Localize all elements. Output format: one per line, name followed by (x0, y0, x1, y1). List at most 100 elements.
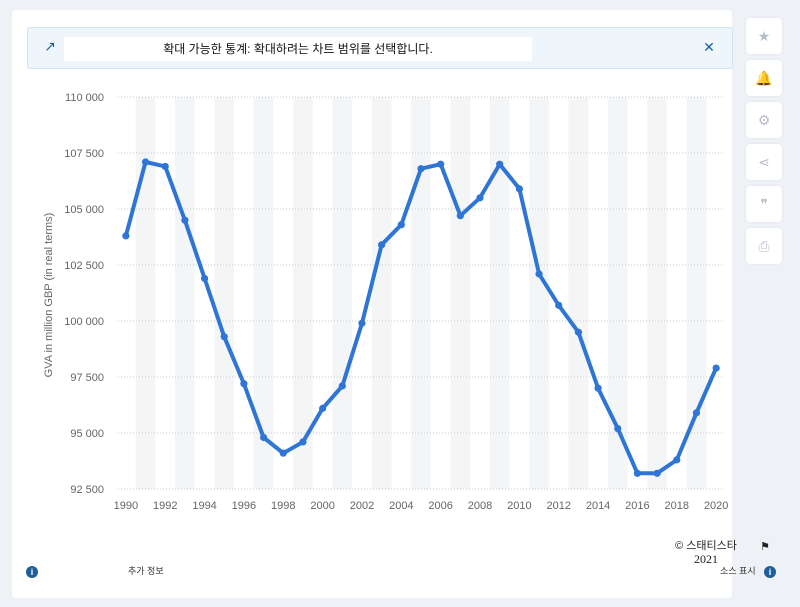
banner-message: 확대 가능한 통계: 확대하려는 차트 범위를 선택합니다. (163, 42, 433, 56)
y-tick-label: 95 000 (70, 428, 104, 440)
data-point[interactable] (240, 380, 248, 388)
x-tick-label: 2014 (586, 500, 610, 512)
year-bands (135, 97, 707, 489)
data-point[interactable] (358, 319, 366, 327)
data-point[interactable] (456, 212, 464, 220)
year-band (411, 97, 431, 489)
x-tick-label: 2000 (310, 500, 334, 512)
data-point[interactable] (692, 409, 701, 417)
data-point[interactable] (673, 456, 681, 464)
data-point[interactable] (476, 194, 484, 202)
x-axis-ticks: 1990 1992 1994 1996 1998 2000 2002 2004 2006 2008… (114, 500, 729, 512)
y-tick-label: 100 000 (64, 316, 104, 328)
year-band (686, 97, 707, 489)
year-band (175, 97, 195, 489)
quote-icon: ❞ (760, 195, 768, 212)
zoom-banner: ↗ 확대 가능한 통계: 확대하려는 차트 범위를 선택합니다. ✕ (27, 27, 733, 69)
star-icon: ★ (757, 27, 771, 44)
y-tick-label: 105 000 (64, 204, 104, 216)
x-tick-label: 2008 (468, 500, 492, 512)
year-band (253, 97, 274, 489)
year-band (489, 97, 510, 489)
year-band (607, 97, 628, 489)
statista-credit[interactable]: © 스태티스타 2021 (666, 540, 746, 566)
y-tick-label: 92 500 (70, 484, 104, 496)
data-point[interactable] (535, 270, 543, 278)
year-band (568, 97, 589, 489)
grid-lines (118, 96, 724, 490)
x-tick-label: 1990 (114, 500, 138, 512)
y-tick-label: 107 500 (64, 148, 104, 160)
banner-message-box (64, 37, 532, 61)
data-point[interactable] (417, 165, 425, 173)
year-band (529, 97, 549, 489)
x-tick-label: 2002 (350, 500, 374, 512)
x-tick-label: 1998 (271, 500, 295, 512)
settings-button[interactable]: ⚙ (746, 102, 782, 138)
data-point[interactable] (141, 158, 150, 166)
info-icon[interactable]: i (26, 566, 38, 578)
x-tick-label: 2016 (625, 500, 649, 512)
credit-line: © 스태티스타 (675, 540, 737, 552)
x-tick-label: 2012 (546, 500, 570, 512)
data-point[interactable] (653, 469, 661, 477)
y-axis-label: GVA in million GBP (in real terms) (43, 213, 55, 378)
favorite-button[interactable]: ★ (746, 18, 782, 54)
side-toolbar: ★ 🔔 ⚙ ⋖ ❞ ⎙ (746, 18, 784, 270)
data-point[interactable] (259, 433, 268, 442)
data-point[interactable] (122, 232, 130, 240)
year-band (450, 97, 471, 489)
share-button[interactable]: ⋖ (746, 144, 782, 180)
year-band (647, 97, 667, 489)
data-point[interactable] (181, 216, 189, 224)
data-point[interactable] (437, 160, 445, 168)
x-tick-label: 2018 (665, 500, 689, 512)
data-point[interactable] (378, 241, 386, 249)
x-tick-label: 2020 (704, 500, 728, 512)
cite-button[interactable]: ❞ (746, 186, 782, 222)
credit-year: 2021 (694, 552, 718, 566)
data-point[interactable] (574, 328, 583, 336)
flag-icon[interactable]: ⚑ (760, 541, 770, 553)
data-point[interactable] (338, 382, 346, 390)
data-points (122, 158, 720, 477)
data-point[interactable] (614, 424, 622, 433)
expand-icon[interactable]: ↗ (44, 38, 56, 54)
data-point[interactable] (496, 160, 504, 168)
data-point[interactable] (515, 185, 523, 193)
year-band (332, 97, 353, 489)
y-axis-ticks: 92 500 95 000 97 500 100 000 102 500 105 000 1… (64, 92, 104, 496)
source-info-icon[interactable]: i (764, 566, 776, 578)
x-tick-label: 1994 (192, 500, 216, 512)
data-point[interactable] (594, 384, 602, 392)
gear-icon: ⚙ (757, 111, 771, 128)
notification-button[interactable]: 🔔 (746, 60, 782, 96)
print-button[interactable]: ⎙ (746, 228, 782, 264)
data-point[interactable] (220, 333, 228, 341)
x-tick-label: 2006 (428, 500, 452, 512)
y-tick-label: 102 500 (64, 260, 104, 272)
data-point[interactable] (397, 221, 405, 229)
year-band (214, 97, 235, 489)
data-point[interactable] (161, 162, 169, 171)
year-band (135, 97, 156, 489)
data-point[interactable] (279, 449, 287, 457)
data-point[interactable] (712, 364, 720, 372)
data-point[interactable] (319, 404, 327, 412)
data-point[interactable] (633, 469, 642, 477)
x-tick-label: 1996 (232, 500, 256, 512)
x-tick-label: 1992 (153, 500, 177, 512)
data-point[interactable] (555, 301, 563, 309)
bell-icon: 🔔 (755, 69, 773, 86)
data-point[interactable] (299, 438, 307, 446)
source-link[interactable]: 소스 표시 (720, 566, 756, 576)
close-icon[interactable]: ✕ (703, 39, 715, 55)
more-info-link[interactable]: 추가 정보 (128, 566, 164, 576)
print-icon: ⎙ (758, 237, 770, 254)
x-tick-label: 2004 (389, 500, 413, 512)
y-tick-label: 97 500 (70, 372, 104, 384)
share-icon: ⋖ (758, 153, 770, 170)
y-tick-label: 110 000 (65, 92, 104, 104)
data-point[interactable] (200, 274, 209, 283)
